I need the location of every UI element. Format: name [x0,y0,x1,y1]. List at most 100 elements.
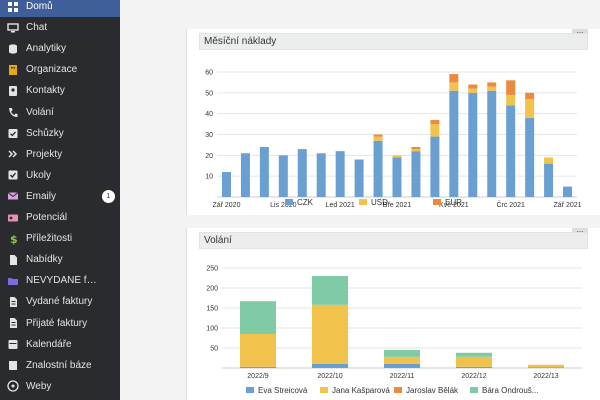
bar-segment[interactable] [354,159,364,198]
bar-segment[interactable] [392,157,402,197]
sidebar-item-weby[interactable]: Weby [0,376,120,397]
bar-segment[interactable] [221,172,231,197]
legend-label[interactable]: Jaroslav Bělák [406,386,459,395]
sidebar-item-label: Úkoly [26,169,52,181]
sidebar-item-analytiky[interactable]: Analytiky [0,38,120,59]
sidebar-item-chat[interactable]: Chat [0,17,120,38]
bar-segment[interactable] [487,86,497,91]
legend-label[interactable]: CZK [297,198,314,207]
bar-segment[interactable] [240,153,250,197]
bar-segment[interactable] [525,117,535,197]
bar-segment[interactable] [384,356,420,364]
bar-segment[interactable] [240,334,276,367]
id-card-icon [0,212,26,224]
legend-label[interactable]: USD [371,198,388,207]
bar-segment[interactable] [528,367,564,368]
legend-label[interactable]: Bára Ondrouš... [482,386,538,395]
sidebar-item-schuzky[interactable]: Schůzky [0,123,120,144]
bar-segment[interactable] [487,90,497,197]
bar-segment[interactable] [456,366,492,368]
bar-segment[interactable] [411,147,421,150]
sidebar-item-znalostni-baze[interactable]: Znalostní báze [0,355,120,376]
bar-segment[interactable] [240,301,276,334]
bar-segment[interactable] [373,136,383,141]
bar-segment[interactable] [449,82,459,91]
sidebar: Domů Chat Analytiky Organizace Kontakty Volán… [0,0,120,400]
bar-segment[interactable] [449,90,459,197]
bar-segment[interactable] [259,147,269,197]
bar-segment[interactable] [506,94,516,106]
bar-segment[interactable] [544,163,554,197]
bar-segment[interactable] [456,352,492,357]
legend-swatch[interactable] [470,387,478,393]
bar-segment[interactable] [411,151,421,197]
bar-segment[interactable] [312,304,348,364]
bar-segment[interactable] [430,136,440,197]
sidebar-item-label: Organizace [26,64,78,76]
sidebar-item-domu[interactable]: Domů [0,0,120,17]
bar-segment[interactable] [392,155,402,158]
bar-segment[interactable] [430,119,440,125]
bar-segment[interactable] [384,350,420,357]
sidebar-item-nabidky[interactable]: Nabídky [0,249,120,270]
legend-swatch[interactable] [285,199,293,205]
bar-segment[interactable] [312,364,348,368]
x-tick-label: Lis 2020 [270,202,297,209]
sidebar-item-label: NEVYDANÉ faktury [26,275,100,287]
bar-segment[interactable] [449,74,459,83]
bar-segment[interactable] [430,124,440,137]
bar-segment[interactable] [468,84,478,89]
bar-segment[interactable] [563,186,573,197]
sidebar-item-projekty[interactable]: Projekty [0,144,120,165]
bar-segment[interactable] [456,356,492,367]
sidebar-item-nevydane-faktury[interactable]: NEVYDANÉ faktury [0,270,120,291]
legend-swatch[interactable] [394,387,402,393]
bar-segment[interactable] [411,149,421,152]
legend-label[interactable]: Eva Streicová [258,386,308,395]
sidebar-item-prijate-faktury[interactable]: Přijaté faktury [0,313,120,334]
bar-segment[interactable] [525,92,535,100]
bar-segment[interactable] [373,134,383,137]
bar-segment[interactable] [384,364,420,368]
bar-segment[interactable] [525,99,535,118]
sidebar-item-prilezitosti[interactable]: $ Příležitosti [0,228,120,249]
y-tick-label: 150 [206,306,218,313]
sidebar-item-emaily[interactable]: Emaily 1 [0,186,120,207]
sidebar-item-volani[interactable]: Volání [0,102,120,123]
bar-segment[interactable] [297,149,307,197]
file-icon [0,254,26,266]
bar-segment[interactable] [468,88,478,93]
sidebar-item-potencial[interactable]: Potenciál [0,207,120,228]
panel-title: Měsíční náklady [199,33,588,50]
sidebar-item-kalendare[interactable]: Kalendáře [0,334,120,355]
bar-segment[interactable] [468,92,478,197]
bar-segment[interactable] [506,80,516,95]
bar-segment[interactable] [528,364,564,368]
legend-swatch[interactable] [359,199,367,205]
bar-segment[interactable] [506,105,516,197]
legend-label[interactable]: EUR [445,198,462,207]
bar-segment[interactable] [373,140,383,197]
bar-segment[interactable] [312,276,348,305]
file-invoice-icon [0,296,26,308]
legend-swatch[interactable] [246,387,254,393]
legend-label[interactable]: Jana Kašparová [332,386,390,395]
sidebar-item-ukoly[interactable]: Úkoly [0,165,120,186]
bar-segment[interactable] [335,151,345,197]
y-tick-label: 30 [205,132,213,139]
bar-segment[interactable] [487,82,497,87]
x-tick-label: Kvě 2021 [439,202,469,209]
legend-swatch[interactable] [320,387,328,393]
bar-segment[interactable] [240,366,276,368]
sidebar-item-label: Přijaté faktury [26,317,88,329]
sidebar-item-kontakty[interactable]: Kontakty [0,80,120,101]
sidebar-item-vydane-faktury[interactable]: Vydané faktury [0,291,120,312]
sidebar-item-label: Vydané faktury [26,296,93,308]
bar-segment[interactable] [278,155,288,197]
calls-title: Volání [204,235,232,246]
bar-segment[interactable] [316,153,326,197]
bar-segment[interactable] [544,157,554,164]
sidebar-item-organizace[interactable]: Organizace [0,59,120,80]
globe-icon [0,380,26,392]
legend-swatch[interactable] [433,199,441,205]
